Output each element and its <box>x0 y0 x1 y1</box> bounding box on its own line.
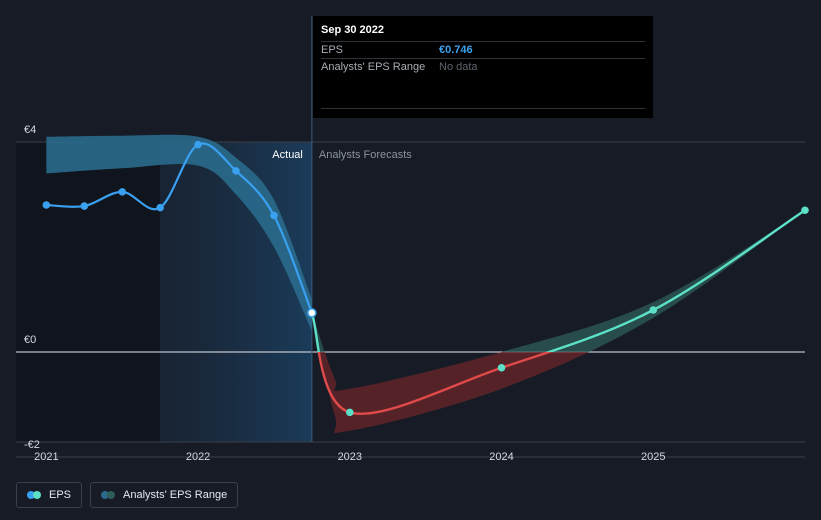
legend-range-toggle[interactable]: Analysts' EPS Range <box>90 482 239 508</box>
x-tick-label-4: 2025 <box>641 451 665 463</box>
range-legend-icon <box>101 491 117 499</box>
eps-point-actual-2 <box>118 188 127 196</box>
x-tick-label-1: 2022 <box>186 451 210 463</box>
eps-range-band-actual <box>46 134 312 331</box>
eps-point-forecast-3 <box>649 306 658 314</box>
tooltip-eps-value: €0.746 <box>439 44 473 56</box>
y-tick-label-2: -€2 <box>24 439 40 451</box>
eps-point-actual-5 <box>232 167 240 175</box>
tooltip-eps-label: EPS <box>321 44 344 56</box>
tooltip-row-eps: EPS €0.746 <box>321 41 645 58</box>
x-tick-label-2: 2023 <box>338 451 362 463</box>
legend-eps-label: EPS <box>49 489 72 501</box>
legend-range-label: Analysts' EPS Range <box>123 489 228 501</box>
eps-point-actual-4 <box>194 140 202 149</box>
x-tick-label-3: 2024 <box>489 451 513 463</box>
y-tick-label-0: €4 <box>24 124 36 136</box>
eps-point-forecast-4 <box>801 206 809 215</box>
forecast-section-label: Analysts Forecasts <box>319 149 412 161</box>
chart-background <box>16 142 312 442</box>
early-period-shade <box>16 142 161 442</box>
hover-tooltip: Sep 30 2022 EPS €0.746 Analysts' EPS Ran… <box>313 16 653 118</box>
chart-legend: EPS Analysts' EPS Range <box>16 482 239 508</box>
tooltip-range-label: Analysts' EPS Range <box>321 61 426 73</box>
eps-range-bands <box>46 134 805 433</box>
legend-eps-toggle[interactable]: EPS <box>16 482 83 508</box>
eps-range-band-forecast-negative <box>320 352 589 433</box>
x-tick-label-0: 2021 <box>34 451 58 463</box>
tooltip-divider <box>321 108 645 109</box>
eps-point-actual-1 <box>80 202 89 210</box>
tooltip-range-value: No data <box>439 61 478 73</box>
eps-points <box>42 140 809 417</box>
eps-point-actual-7 <box>307 308 317 318</box>
eps-point-forecast-2 <box>497 363 506 372</box>
eps-point-actual-6 <box>270 211 278 220</box>
eps-point-forecast-1 <box>346 408 354 417</box>
y-tick-label-1: €0 <box>24 334 36 346</box>
eps-range-band-forecast-positive <box>311 210 805 352</box>
eps-line-forecast-positive <box>311 209 806 352</box>
tooltip-row-range: Analysts' EPS Range No data <box>321 58 645 75</box>
tooltip-date: Sep 30 2022 <box>321 24 384 36</box>
eps-point-actual-0 <box>42 201 51 209</box>
actual-section-label: Actual <box>272 149 303 161</box>
eps-legend-icon <box>27 491 43 499</box>
eps-point-actual-3 <box>156 203 164 212</box>
